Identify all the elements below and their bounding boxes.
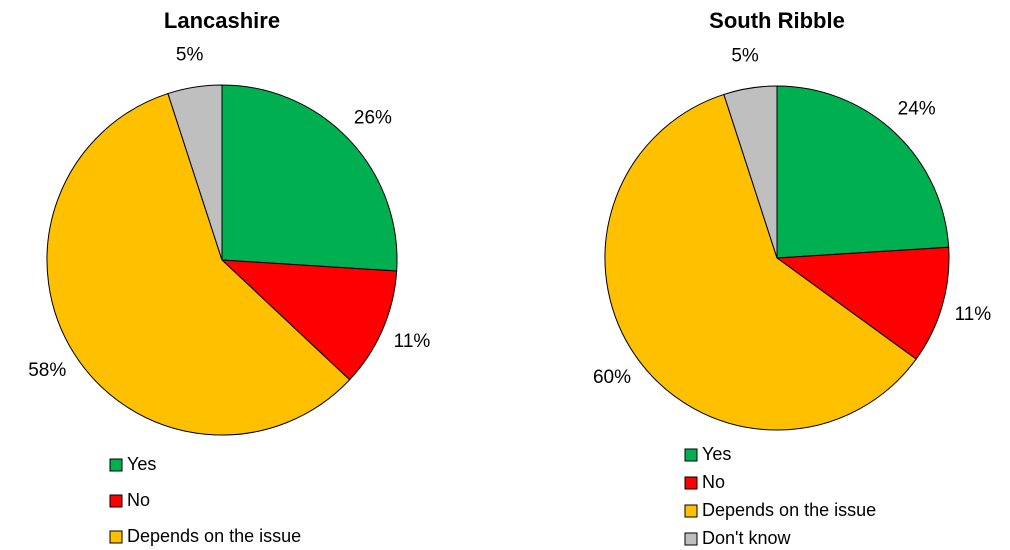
pie-slice (46, 92, 351, 436)
legend-swatch (684, 532, 698, 546)
pie-slice (167, 84, 223, 261)
data-label: 11% (955, 304, 992, 325)
legend-label: Depends on the issue (702, 500, 876, 520)
data-label: 58% (28, 360, 66, 381)
pie-slice (220, 259, 398, 381)
pie-slice (604, 93, 917, 431)
legend-swatch (109, 530, 123, 544)
legend-label: Yes (702, 444, 731, 464)
chart-title: Lancashire (164, 8, 280, 33)
legend-label: No (127, 490, 150, 510)
pie-slice (775, 246, 950, 360)
pie-slice (776, 85, 950, 259)
data-label: 60% (593, 367, 631, 388)
data-label: 5% (731, 46, 759, 67)
legend-swatch (684, 448, 698, 462)
legend-swatch (109, 494, 123, 508)
legend-swatch (109, 458, 123, 472)
legend-swatch (684, 504, 698, 518)
data-label: 24% (898, 98, 936, 119)
legend-label: Don't know (702, 528, 791, 548)
legend-label: Depends on the issue (127, 526, 301, 546)
pie-slice (221, 84, 398, 272)
data-label: 11% (394, 331, 431, 352)
data-label: 5% (176, 45, 204, 66)
legend-label: Yes (127, 454, 156, 474)
legend-label: No (702, 472, 725, 492)
chart-title: South Ribble (709, 8, 845, 33)
legend-swatch (684, 476, 698, 490)
data-label: 26% (354, 107, 392, 128)
pie-slice (723, 85, 778, 259)
